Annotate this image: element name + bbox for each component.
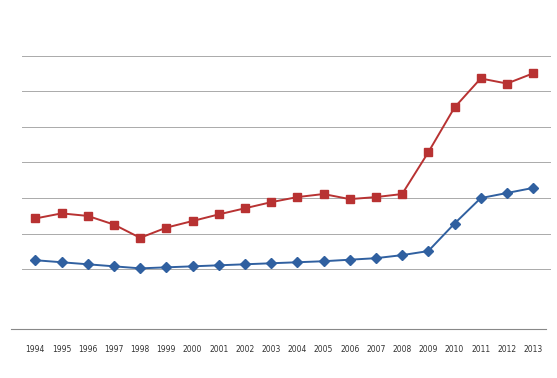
Text: 2002: 2002 [235,345,255,354]
Text: 2004: 2004 [287,345,307,354]
Text: 2011: 2011 [471,345,490,354]
Text: 2006: 2006 [340,345,359,354]
Text: 2009: 2009 [419,345,438,354]
Text: 1995: 1995 [52,345,71,354]
Text: 1998: 1998 [130,345,150,354]
Text: 1999: 1999 [157,345,176,354]
Text: 2012: 2012 [497,345,516,354]
Text: 1997: 1997 [104,345,124,354]
Text: 2013: 2013 [524,345,543,354]
Text: 2010: 2010 [445,345,464,354]
Text: 2007: 2007 [367,345,385,354]
Text: 1996: 1996 [78,345,97,354]
Text: 1994: 1994 [26,345,45,354]
Text: 2003: 2003 [261,345,281,354]
Text: 2005: 2005 [314,345,333,354]
Text: 2001: 2001 [209,345,228,354]
Text: 2000: 2000 [183,345,202,354]
Text: 2008: 2008 [393,345,412,354]
